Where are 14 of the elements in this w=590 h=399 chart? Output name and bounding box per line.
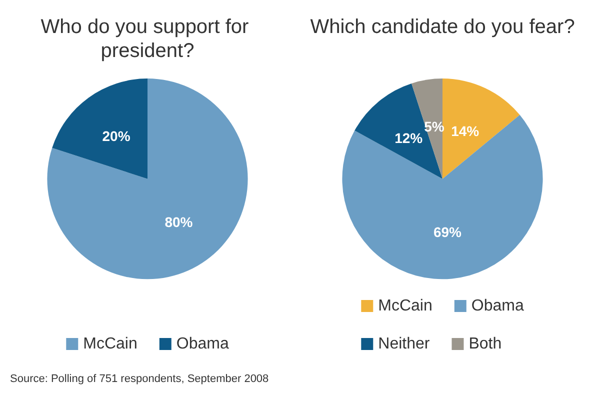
data-label: 80% [164, 214, 194, 230]
legend-label: Both [468, 336, 502, 352]
chart-title: Who do you support for president? [40, 16, 254, 62]
legend-label: Obama [471, 298, 524, 314]
source-note: Source: Polling of 751 respondents, September 2008 [9, 373, 270, 385]
legend-label: Obama [176, 336, 229, 352]
data-label: 14% [451, 122, 480, 139]
legend-label: McCain [83, 336, 138, 352]
legend-label: McCain [378, 298, 432, 314]
data-label: 20% [102, 128, 131, 144]
data-label: 69% [433, 224, 462, 240]
legend-label: Neither [378, 336, 430, 352]
data-label: 12% [394, 130, 424, 146]
chart-title: Which candidate do you fear? [310, 16, 575, 38]
